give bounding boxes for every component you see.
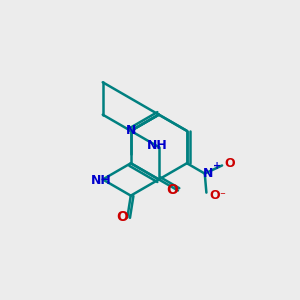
Text: ⁻: ⁻ [220,191,226,201]
Text: NH: NH [147,139,168,152]
Text: O: O [167,184,178,197]
Text: O: O [224,158,235,170]
Text: N: N [202,167,213,180]
Text: +: + [213,161,221,171]
Text: N: N [126,124,136,137]
Text: O: O [209,189,220,202]
Text: NH: NH [91,174,112,188]
Text: O: O [116,211,128,224]
